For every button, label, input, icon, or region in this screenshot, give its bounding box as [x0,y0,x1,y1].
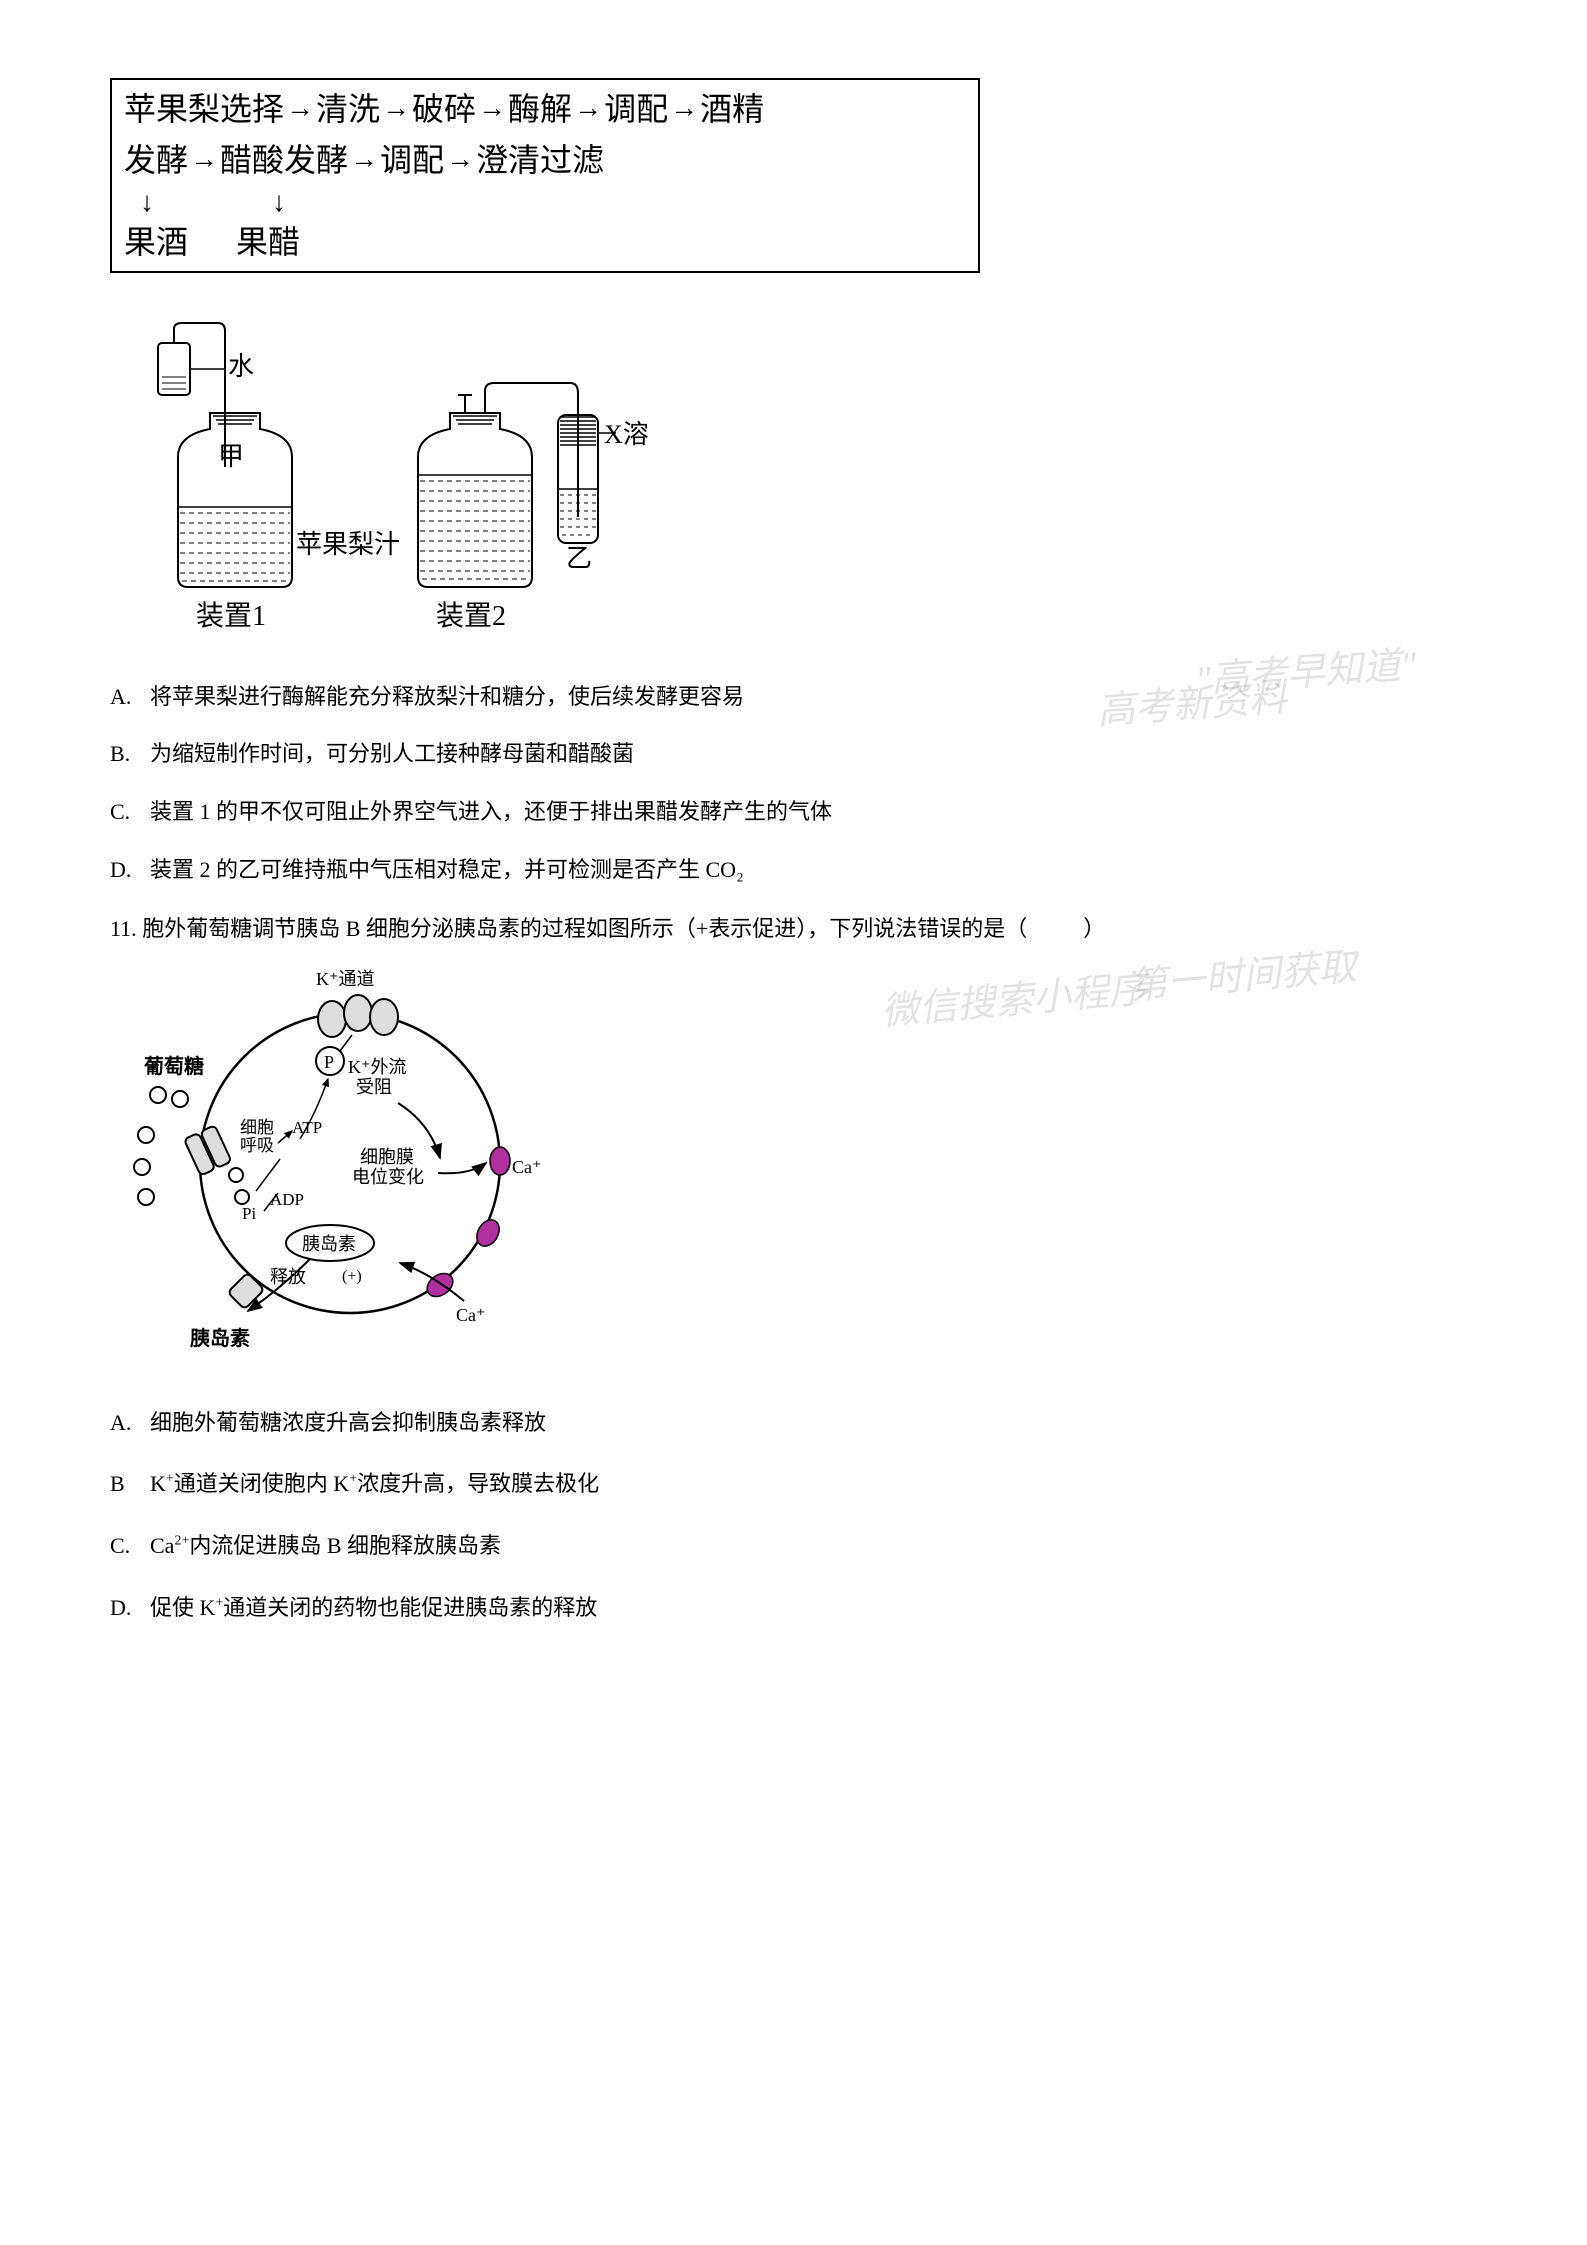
label-yi: 乙 [566,544,592,573]
flowchart-row-1: 苹果梨选择 → 清洗 → 破碎 → 酶解 → 调配 → 酒精 [124,84,966,135]
option-text-d: 装置 2 的乙可维持瓶中气压相对稳定，并可检测是否产生 CO₂ [150,850,744,890]
flow-item-2: 清洗 [316,84,380,135]
q11-option-a: A. 细胞外葡萄糖浓度升高会抑制胰岛素释放 [110,1403,1477,1443]
option-label-a: A. [110,1403,138,1443]
results-row: 果酒 果醋 [124,220,966,271]
label-k-blocked-2: 受阻 [356,1077,392,1097]
q11-option-text-b: K+通道关闭使胞内 K+浓度升高，导致膜去极化 [150,1464,599,1504]
device-2: X溶液 乙 装置2 [418,383,650,632]
label-adp: ADP [270,1190,304,1209]
q11-stem-text: 胞外葡萄糖调节胰岛 B 细胞分泌胰岛素的过程如图所示（+表示促进），下列说法错误… [142,916,1109,941]
option-label-a: A. [110,677,138,717]
arrow-icon: → [350,138,378,183]
watermark-4: 微信搜索小程序 [879,956,1150,1047]
q11-number: 11. [110,916,137,941]
label-membrane-1: 细胞膜 [360,1147,414,1167]
label-glucose: 葡萄糖 [143,1054,204,1078]
flow-item-6: 酒精 [700,84,764,135]
option-label-b: B [110,1464,138,1504]
glucose-molecules-icon [134,1087,188,1205]
option-text-b: 为缩短制作时间，可分别人工接种酵母菌和醋酸菌 [150,734,634,774]
arrow-icon: → [574,87,602,132]
label-k-channel: K⁺通道 [316,969,375,989]
flow-row2-2: 醋酸发酵 [220,135,348,186]
arrow-icon: → [190,138,218,183]
label-insulin-box: 胰岛素 [302,1234,356,1254]
flow-row2-1: 发酵 [124,135,188,186]
q11-option-b: B K+通道关闭使胞内 K+浓度升高，导致膜去极化 [110,1464,1477,1504]
label-release: 释放 [270,1267,306,1287]
label-pear-juice: 苹果梨汁 [296,530,400,559]
flow-row2-3: 调配 [380,135,444,186]
flow-row2-4: 澄清过滤 [476,135,604,186]
q11-options: A. 细胞外葡萄糖浓度升高会抑制胰岛素释放 B K+通道关闭使胞内 K+浓度升高… [110,1403,1477,1627]
label-x-solution: X溶液 [604,420,650,449]
arrow-icon: → [446,138,474,183]
q11-stem: 11. 胞外葡萄糖调节胰岛 B 细胞分泌胰岛素的过程如图所示（+表示促进），下列… [110,909,1477,949]
option-label-c: C. [110,792,138,832]
device-1: 水 甲 苹果梨汁 装置1 [158,323,400,632]
label-pi: Pi [242,1204,256,1223]
q11-option-text-d: 促使 K+通道关闭的药物也能促进胰岛素的释放 [150,1588,597,1628]
down-arrow-icon: ↓ [140,186,154,220]
arrow-icon: → [478,87,506,132]
option-d: D. 装置 2 的乙可维持瓶中气压相对稳定，并可检测是否产生 CO₂ [110,850,1477,890]
arrow-icon: → [286,87,314,132]
flow-item-5: 调配 [604,84,668,135]
q10-options: A. 将苹果梨进行酶解能充分释放梨汁和糖分，使后续发酵更容易 B. 为缩短制作时… [110,677,1477,889]
option-a: A. 将苹果梨进行酶解能充分释放梨汁和糖分，使后续发酵更容易 [110,677,1477,717]
option-label-d: D. [110,1588,138,1628]
label-membrane-2: 电位变化 [352,1167,424,1187]
option-text-a: 将苹果梨进行酶解能充分释放梨汁和糖分，使后续发酵更容易 [150,677,744,717]
label-water: 水 [228,352,254,381]
q11-option-c: C. Ca2+内流促进胰岛 B 细胞释放胰岛素 [110,1526,1477,1566]
option-label-c: C. [110,1526,138,1566]
label-p: P [324,1052,334,1072]
arrow-icon: → [670,87,698,132]
flow-item-4: 酶解 [508,84,572,135]
label-ca-1: Ca⁺ [512,1157,542,1177]
result-1: 果酒 [124,220,188,265]
option-b: B. 为缩短制作时间，可分别人工接种酵母菌和醋酸菌 [110,734,1477,774]
label-device-2: 装置2 [436,600,506,632]
q11-option-text-c: Ca2+内流促进胰岛 B 细胞释放胰岛素 [150,1526,501,1566]
arrow-icon: → [382,87,410,132]
label-k-blocked-1: K⁺外流 [348,1057,407,1077]
label-plus: (+) [342,1268,362,1285]
result-2: 果醋 [236,220,300,265]
option-label-d: D. [110,850,138,890]
cell-diagram: K⁺通道 P K⁺外流 受阻 细胞膜 电位变化 Ca⁺ Ca⁺ 胰岛素 (+) … [130,963,630,1363]
option-text-c: 装置 1 的甲不仅可阻止外界空气进入，还便于排出果醋发酵产生的气体 [150,792,832,832]
label-cell-resp-1: 细胞 [240,1118,274,1137]
label-jia: 甲 [218,442,244,471]
flow-item-3: 破碎 [412,84,476,135]
label-insulin-out: 胰岛素 [190,1326,250,1350]
option-c: C. 装置 1 的甲不仅可阻止外界空气进入，还便于排出果醋发酵产生的气体 [110,792,1477,832]
q11-option-d: D. 促使 K+通道关闭的药物也能促进胰岛素的释放 [110,1588,1477,1628]
flowchart-box: 苹果梨选择 → 清洗 → 破碎 → 酶解 → 调配 → 酒精 发酵 → 醋酸发酵… [110,78,980,273]
down-arrows: ↓ ↓ [124,186,966,220]
flowchart-row-2: 发酵 → 醋酸发酵 → 调配 → 澄清过滤 [124,135,966,186]
label-cell-resp-2: 呼吸 [240,1136,274,1155]
flow-item-1: 苹果梨选择 [124,84,284,135]
down-arrow-icon: ↓ [272,186,286,220]
option-label-b: B. [110,734,138,774]
label-device-1: 装置1 [196,600,266,632]
label-ca-2: Ca⁺ [456,1305,486,1325]
apparatus-diagram: 水 甲 苹果梨汁 装置1 [110,317,650,647]
k-channel-icon [318,995,398,1037]
q11-option-text-a: 细胞外葡萄糖浓度升高会抑制胰岛素释放 [150,1403,546,1443]
